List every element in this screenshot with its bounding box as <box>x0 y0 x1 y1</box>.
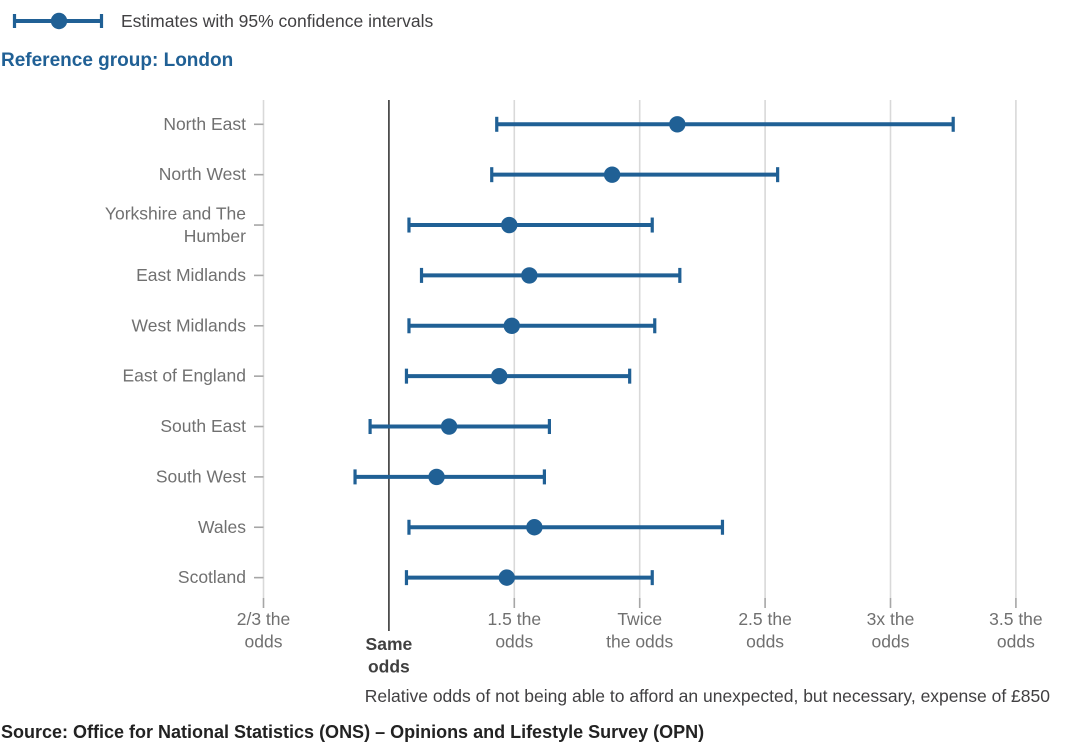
reference-group-subtitle: Reference group: London <box>1 50 234 71</box>
estimate-dot <box>503 317 520 334</box>
category-label: Yorkshire and The Humber <box>105 203 246 246</box>
estimate-dot <box>491 367 508 385</box>
category-label: South East <box>160 416 246 436</box>
estimate-dot <box>428 468 445 486</box>
estimate-dot <box>498 569 515 586</box>
category-label: West Midlands <box>132 315 247 335</box>
category-label: Scotland <box>178 567 246 587</box>
estimate-dot <box>440 418 458 435</box>
category-label: North West <box>159 164 246 184</box>
category-label: East Midlands <box>136 265 246 285</box>
estimate-dot <box>521 267 538 284</box>
estimate-dot <box>603 166 621 183</box>
legend-label: Estimates with 95% confidence intervals <box>121 10 434 31</box>
estimate-dot <box>526 519 543 536</box>
category-label: East of England <box>122 366 246 386</box>
category-label: North East <box>163 114 246 134</box>
x-tick-label: 1.5 the odds <box>488 609 542 652</box>
x-tick-label: 2.5 the odds <box>738 609 792 652</box>
x-tick-label: 3x the odds <box>867 609 915 652</box>
estimate-dot <box>669 116 686 133</box>
error-bar-legend-icon <box>12 12 104 30</box>
category-label: Wales <box>198 517 246 537</box>
x-tick-label: 2/3 the odds <box>237 609 291 652</box>
estimate-dot <box>501 216 518 234</box>
x-tick-label: 3.5 the odds <box>989 609 1043 652</box>
x-axis-title: Relative odds of not being able to affor… <box>364 686 1050 706</box>
source-line: Source: Office for National Statistics (… <box>1 722 705 742</box>
category-label: South West <box>156 466 246 486</box>
x-tick-label: Twice the odds <box>606 609 673 652</box>
legend: Estimates with 95% confidence intervals <box>7 8 433 34</box>
x-tick-label: Same odds <box>366 634 413 677</box>
